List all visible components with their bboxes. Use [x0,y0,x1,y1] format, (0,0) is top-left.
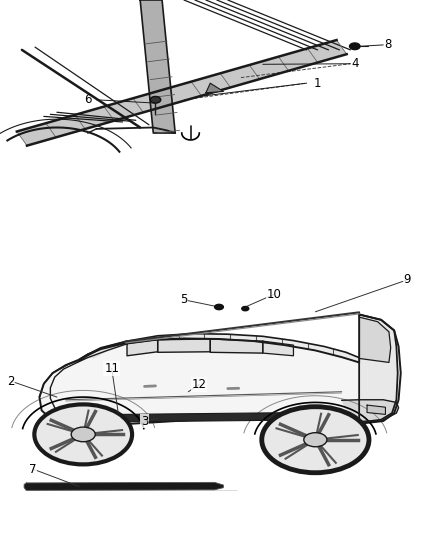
Text: 3: 3 [141,415,148,427]
Polygon shape [88,343,127,358]
Polygon shape [79,334,359,362]
Circle shape [215,304,223,310]
Text: 6: 6 [84,93,92,106]
Text: 1: 1 [314,77,321,90]
Polygon shape [342,400,399,422]
Polygon shape [206,83,223,93]
Polygon shape [359,314,398,422]
Polygon shape [367,405,385,415]
Polygon shape [68,415,123,423]
Circle shape [242,306,249,311]
Text: 8: 8 [384,38,391,51]
Text: 9: 9 [403,273,411,286]
Polygon shape [359,317,391,362]
Text: 5: 5 [180,293,187,306]
Polygon shape [263,341,293,356]
Polygon shape [68,413,328,422]
Text: 10: 10 [266,288,281,301]
Polygon shape [140,0,175,133]
Text: 7: 7 [29,463,37,475]
Circle shape [350,43,360,50]
Circle shape [150,96,161,103]
Polygon shape [127,340,158,356]
Text: 2: 2 [7,375,15,387]
Circle shape [304,433,327,447]
Circle shape [71,427,95,442]
Polygon shape [158,339,210,352]
Text: 12: 12 [192,378,207,391]
Text: 4: 4 [351,57,359,70]
Circle shape [35,405,131,464]
Text: 11: 11 [104,362,119,375]
Polygon shape [24,482,223,490]
Polygon shape [17,40,347,146]
Circle shape [263,408,368,472]
Polygon shape [210,339,263,353]
Polygon shape [39,314,401,425]
